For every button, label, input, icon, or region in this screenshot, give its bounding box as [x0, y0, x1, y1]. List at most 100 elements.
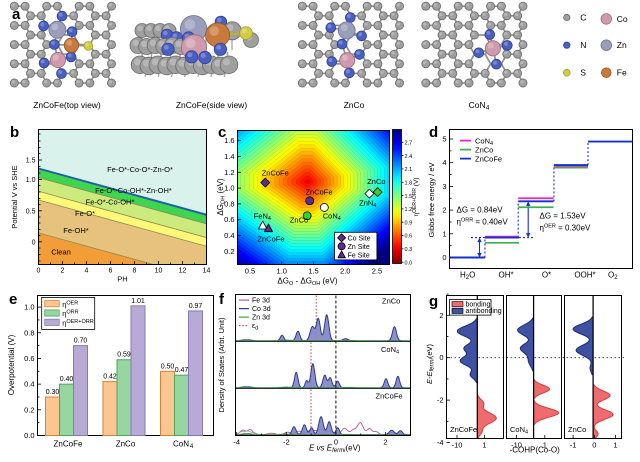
svg-text:1.0: 1.0 — [224, 184, 234, 193]
svg-text:0.8: 0.8 — [24, 328, 34, 337]
svg-text:0.8: 0.8 — [224, 199, 234, 208]
svg-text:0.59: 0.59 — [117, 352, 131, 359]
svg-text:Fe-O*-Co-O*-Zn-O*: Fe-O*-Co-O*-Zn-O* — [107, 165, 173, 174]
svg-text:2.5: 2.5 — [372, 267, 382, 276]
svg-text:-10: -10 — [452, 441, 463, 450]
svg-text:O*: O* — [542, 271, 551, 280]
svg-text:0.42: 0.42 — [103, 374, 117, 381]
svg-text:1.0: 1.0 — [277, 267, 287, 276]
svg-text:CoN4: CoN4 — [469, 100, 490, 112]
svg-text:1.0: 1.0 — [24, 303, 34, 312]
svg-text:0.30: 0.30 — [46, 389, 60, 396]
svg-text:ηOER: ηOER — [62, 300, 78, 309]
svg-text:b: b — [10, 124, 19, 141]
svg-text:10: 10 — [155, 268, 163, 275]
svg-text:ZnCoFe: ZnCoFe — [262, 169, 289, 178]
svg-text:3: 3 — [442, 182, 446, 191]
svg-text:Potential V vs SHE: Potential V vs SHE — [10, 165, 19, 228]
svg-text:Co Site: Co Site — [348, 235, 371, 242]
svg-text:0.9: 0.9 — [405, 220, 413, 226]
svg-text:ZnCo: ZnCo — [382, 296, 400, 305]
svg-text:ZnCoFe: ZnCoFe — [450, 425, 477, 434]
svg-text:0.2: 0.2 — [24, 405, 34, 414]
svg-text:g: g — [429, 293, 438, 310]
svg-text:Gibbs free energy / eV: Gibbs free energy / eV — [427, 162, 436, 237]
svg-text:Co: Co — [617, 14, 628, 24]
svg-text:-2: -2 — [437, 396, 444, 405]
svg-text:1: 1 — [442, 229, 446, 238]
svg-text:ΔG = 0.84eV: ΔG = 0.84eV — [457, 206, 504, 215]
svg-text:4: 4 — [85, 268, 89, 275]
svg-text:ΔGOH (eV): ΔGOH (eV) — [216, 178, 227, 216]
svg-text:0.0: 0.0 — [405, 260, 413, 266]
svg-text:E-Efermi(eV): E-Efermi(eV) — [425, 343, 436, 384]
svg-text:e: e — [9, 291, 17, 308]
svg-text:0.4: 0.4 — [224, 231, 234, 240]
svg-text:ZnCo: ZnCo — [344, 100, 365, 110]
svg-text:Zn Site: Zn Site — [348, 244, 370, 251]
svg-text:PH: PH — [117, 275, 127, 284]
svg-text:S: S — [580, 68, 586, 78]
svg-text:c: c — [218, 124, 226, 141]
svg-text:FeN4: FeN4 — [254, 212, 271, 223]
svg-text:0: 0 — [37, 268, 41, 275]
svg-text:0.4: 0.4 — [24, 380, 34, 389]
svg-text:CoN4: CoN4 — [475, 137, 493, 148]
svg-text:0.5: 0.5 — [245, 267, 255, 276]
svg-text:5: 5 — [442, 135, 446, 144]
svg-text:Zn 3d: Zn 3d — [252, 315, 270, 322]
svg-text:Fe-O*: Fe-O* — [75, 209, 95, 218]
svg-text:1.2: 1.2 — [224, 168, 234, 177]
svg-text:4: 4 — [442, 158, 446, 167]
svg-text:Fe Site: Fe Site — [348, 252, 370, 259]
svg-text:ΔGO - ΔGOH (eV): ΔGO - ΔGOH (eV) — [277, 277, 337, 288]
svg-text:H2O: H2O — [460, 271, 475, 282]
svg-text:-COHP(Co-O): -COHP(Co-O) — [510, 446, 561, 455]
svg-text:ZnCo: ZnCo — [367, 177, 385, 186]
svg-text:Fe-O*-Co-OH*-Zn-OH*: Fe-O*-Co-OH*-Zn-OH* — [95, 186, 172, 195]
svg-text:ZnCoFe: ZnCoFe — [257, 234, 284, 243]
svg-text:-4: -4 — [233, 438, 240, 447]
svg-text:ZnCoFe: ZnCoFe — [376, 392, 403, 401]
svg-text:bonding: bonding — [466, 301, 491, 308]
svg-text:CoN4: CoN4 — [323, 211, 341, 222]
svg-text:0.2: 0.2 — [224, 247, 234, 256]
svg-text:6: 6 — [109, 268, 113, 275]
svg-text:CoN4: CoN4 — [510, 425, 528, 436]
svg-text:0.6: 0.6 — [224, 215, 234, 224]
svg-text:1.5: 1.5 — [26, 158, 36, 165]
svg-text:Co 3d: Co 3d — [252, 306, 271, 313]
svg-text:ηORR = 0.40eV: ηORR = 0.40eV — [457, 218, 509, 227]
svg-text:ΔG = 1.53eV: ΔG = 1.53eV — [540, 212, 587, 221]
svg-text:0.97: 0.97 — [189, 303, 203, 310]
svg-text:ηOER+ORR: ηOER+ORR — [62, 319, 94, 328]
svg-text:-4: -4 — [437, 438, 444, 447]
svg-text:ZnCoFe(side view): ZnCoFe(side view) — [176, 100, 247, 110]
svg-text:OOH*: OOH* — [574, 271, 595, 280]
svg-text:1.6: 1.6 — [224, 136, 234, 145]
svg-text:N: N — [580, 40, 586, 50]
svg-text:2: 2 — [442, 206, 446, 215]
svg-text:ZnCoFe: ZnCoFe — [305, 188, 332, 197]
svg-text:Zn: Zn — [617, 40, 627, 50]
svg-text:2.4: 2.4 — [405, 154, 413, 160]
svg-text:2.7: 2.7 — [405, 140, 413, 146]
svg-text:1.2: 1.2 — [405, 207, 413, 213]
svg-text:0: 0 — [442, 253, 446, 262]
svg-text:Fe: Fe — [617, 68, 627, 78]
svg-text:d: d — [429, 124, 438, 141]
svg-text:14: 14 — [203, 268, 211, 275]
svg-text:0: 0 — [32, 239, 36, 246]
svg-text:ηORR: ηORR — [62, 309, 78, 318]
svg-text:ZnCo: ZnCo — [290, 216, 308, 225]
svg-text:ZnN4: ZnN4 — [359, 199, 376, 210]
svg-text:2: 2 — [61, 268, 65, 275]
svg-text:1.5: 1.5 — [308, 267, 318, 276]
svg-text:OH*: OH* — [499, 271, 514, 280]
svg-text:4: 4 — [190, 444, 194, 450]
svg-text:CoN: CoN — [173, 440, 189, 449]
svg-text:CoN4: CoN4 — [381, 345, 399, 356]
svg-text:1.8: 1.8 — [405, 180, 413, 186]
svg-text:0.3: 0.3 — [405, 247, 413, 253]
svg-text:Fe-OH*: Fe-OH* — [63, 226, 89, 235]
